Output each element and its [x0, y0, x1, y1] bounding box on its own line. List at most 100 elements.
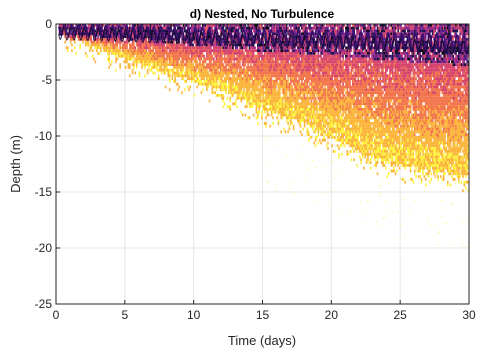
concentration-cell	[305, 60, 307, 64]
concentration-cell	[197, 71, 200, 75]
concentration-cell	[233, 74, 236, 78]
concentration-cell	[244, 96, 247, 100]
concentration-cell	[259, 74, 262, 78]
concentration-cell	[323, 57, 325, 61]
concentration-cell	[312, 43, 314, 47]
concentration-cell	[317, 68, 320, 72]
concentration-cell	[258, 68, 260, 72]
concentration-cell	[138, 38, 141, 41]
concentration-cell	[331, 54, 333, 58]
concentration-cell	[301, 80, 303, 83]
concentration-cell	[349, 40, 351, 44]
concentration-cell	[329, 99, 332, 103]
concentration-cell	[116, 52, 119, 55]
concentration-cell	[329, 32, 332, 36]
concentration-cell	[254, 88, 256, 92]
concentration-cell	[206, 52, 208, 55]
concentration-cell	[321, 116, 324, 120]
concentration-cell	[340, 88, 343, 92]
concentration-cell	[270, 40, 273, 44]
concentration-cell	[149, 68, 152, 72]
concentration-cell	[302, 71, 305, 75]
concentration-cell	[102, 38, 105, 41]
concentration-cell	[307, 57, 310, 61]
concentration-cell	[234, 99, 237, 103]
concentration-cell	[175, 68, 178, 72]
concentration-cell	[336, 110, 339, 114]
concentration-cell	[248, 74, 251, 78]
concentration-cell	[317, 74, 320, 78]
concentration-cell	[234, 102, 237, 106]
concentration-cell	[94, 60, 97, 64]
concentration-cell	[288, 99, 291, 103]
concentration-cell	[335, 52, 338, 55]
concentration-cell	[177, 24, 179, 27]
concentration-cell	[305, 24, 307, 27]
concentration-cell	[237, 77, 240, 80]
concentration-cell	[345, 138, 347, 142]
concentration-cell	[268, 77, 270, 80]
concentration-cell	[284, 66, 287, 69]
concentration-cell	[94, 46, 97, 50]
concentration-cell	[100, 40, 102, 44]
concentration-cell	[112, 43, 115, 47]
concentration-cell	[173, 40, 175, 44]
concentration-cell	[221, 38, 223, 41]
concentration-cell	[252, 94, 255, 97]
concentration-cell	[106, 49, 109, 52]
concentration-cell	[351, 102, 354, 106]
concentration-cell	[196, 80, 199, 83]
concentration-cell	[108, 57, 110, 61]
concentration-cell	[234, 82, 237, 86]
concentration-cell	[346, 108, 349, 111]
concentration-cell	[236, 40, 238, 44]
concentration-cell	[314, 138, 317, 142]
concentration-cell	[284, 102, 287, 106]
concentration-cell	[199, 71, 201, 75]
concentration-cell	[204, 68, 207, 72]
concentration-cell	[358, 68, 361, 72]
concentration-cell	[277, 26, 280, 30]
concentration-cell	[184, 54, 186, 58]
concentration-cell	[252, 24, 255, 27]
concentration-cell	[130, 54, 132, 58]
concentration-cell	[313, 85, 316, 89]
concentration-cell	[221, 71, 223, 75]
concentration-cell	[207, 46, 210, 50]
concentration-cell	[229, 108, 232, 111]
concentration-cell	[294, 49, 296, 52]
concentration-cell	[335, 57, 338, 61]
concentration-cell	[228, 35, 230, 38]
concentration-cell	[347, 138, 350, 142]
concentration-cell	[122, 26, 124, 30]
concentration-cell	[317, 102, 320, 106]
concentration-cell	[124, 40, 127, 44]
concentration-cell	[208, 38, 211, 41]
concentration-cell	[73, 40, 76, 44]
concentration-cell	[261, 52, 263, 55]
concentration-cell	[335, 54, 338, 58]
concentration-cell	[358, 91, 361, 94]
concentration-cell	[314, 49, 317, 52]
concentration-cell	[316, 94, 318, 97]
concentration-cell	[273, 74, 276, 78]
concentration-cell	[303, 108, 306, 111]
concentration-cell	[263, 43, 266, 47]
concentration-cell	[314, 85, 317, 89]
concentration-cell	[321, 24, 324, 27]
concentration-cell	[146, 29, 149, 33]
concentration-cell	[208, 77, 211, 80]
concentration-cell	[112, 52, 115, 55]
concentration-cell	[306, 26, 309, 30]
concentration-cell	[285, 29, 288, 33]
concentration-cell	[290, 74, 292, 78]
concentration-cell	[259, 91, 262, 94]
concentration-cell	[239, 63, 241, 66]
concentration-cell	[357, 119, 360, 122]
concentration-cell	[247, 77, 249, 80]
concentration-cell	[349, 71, 351, 75]
concentration-cell	[243, 54, 245, 58]
concentration-cell	[144, 49, 146, 52]
concentration-cell	[230, 60, 233, 64]
concentration-cell	[93, 35, 95, 38]
